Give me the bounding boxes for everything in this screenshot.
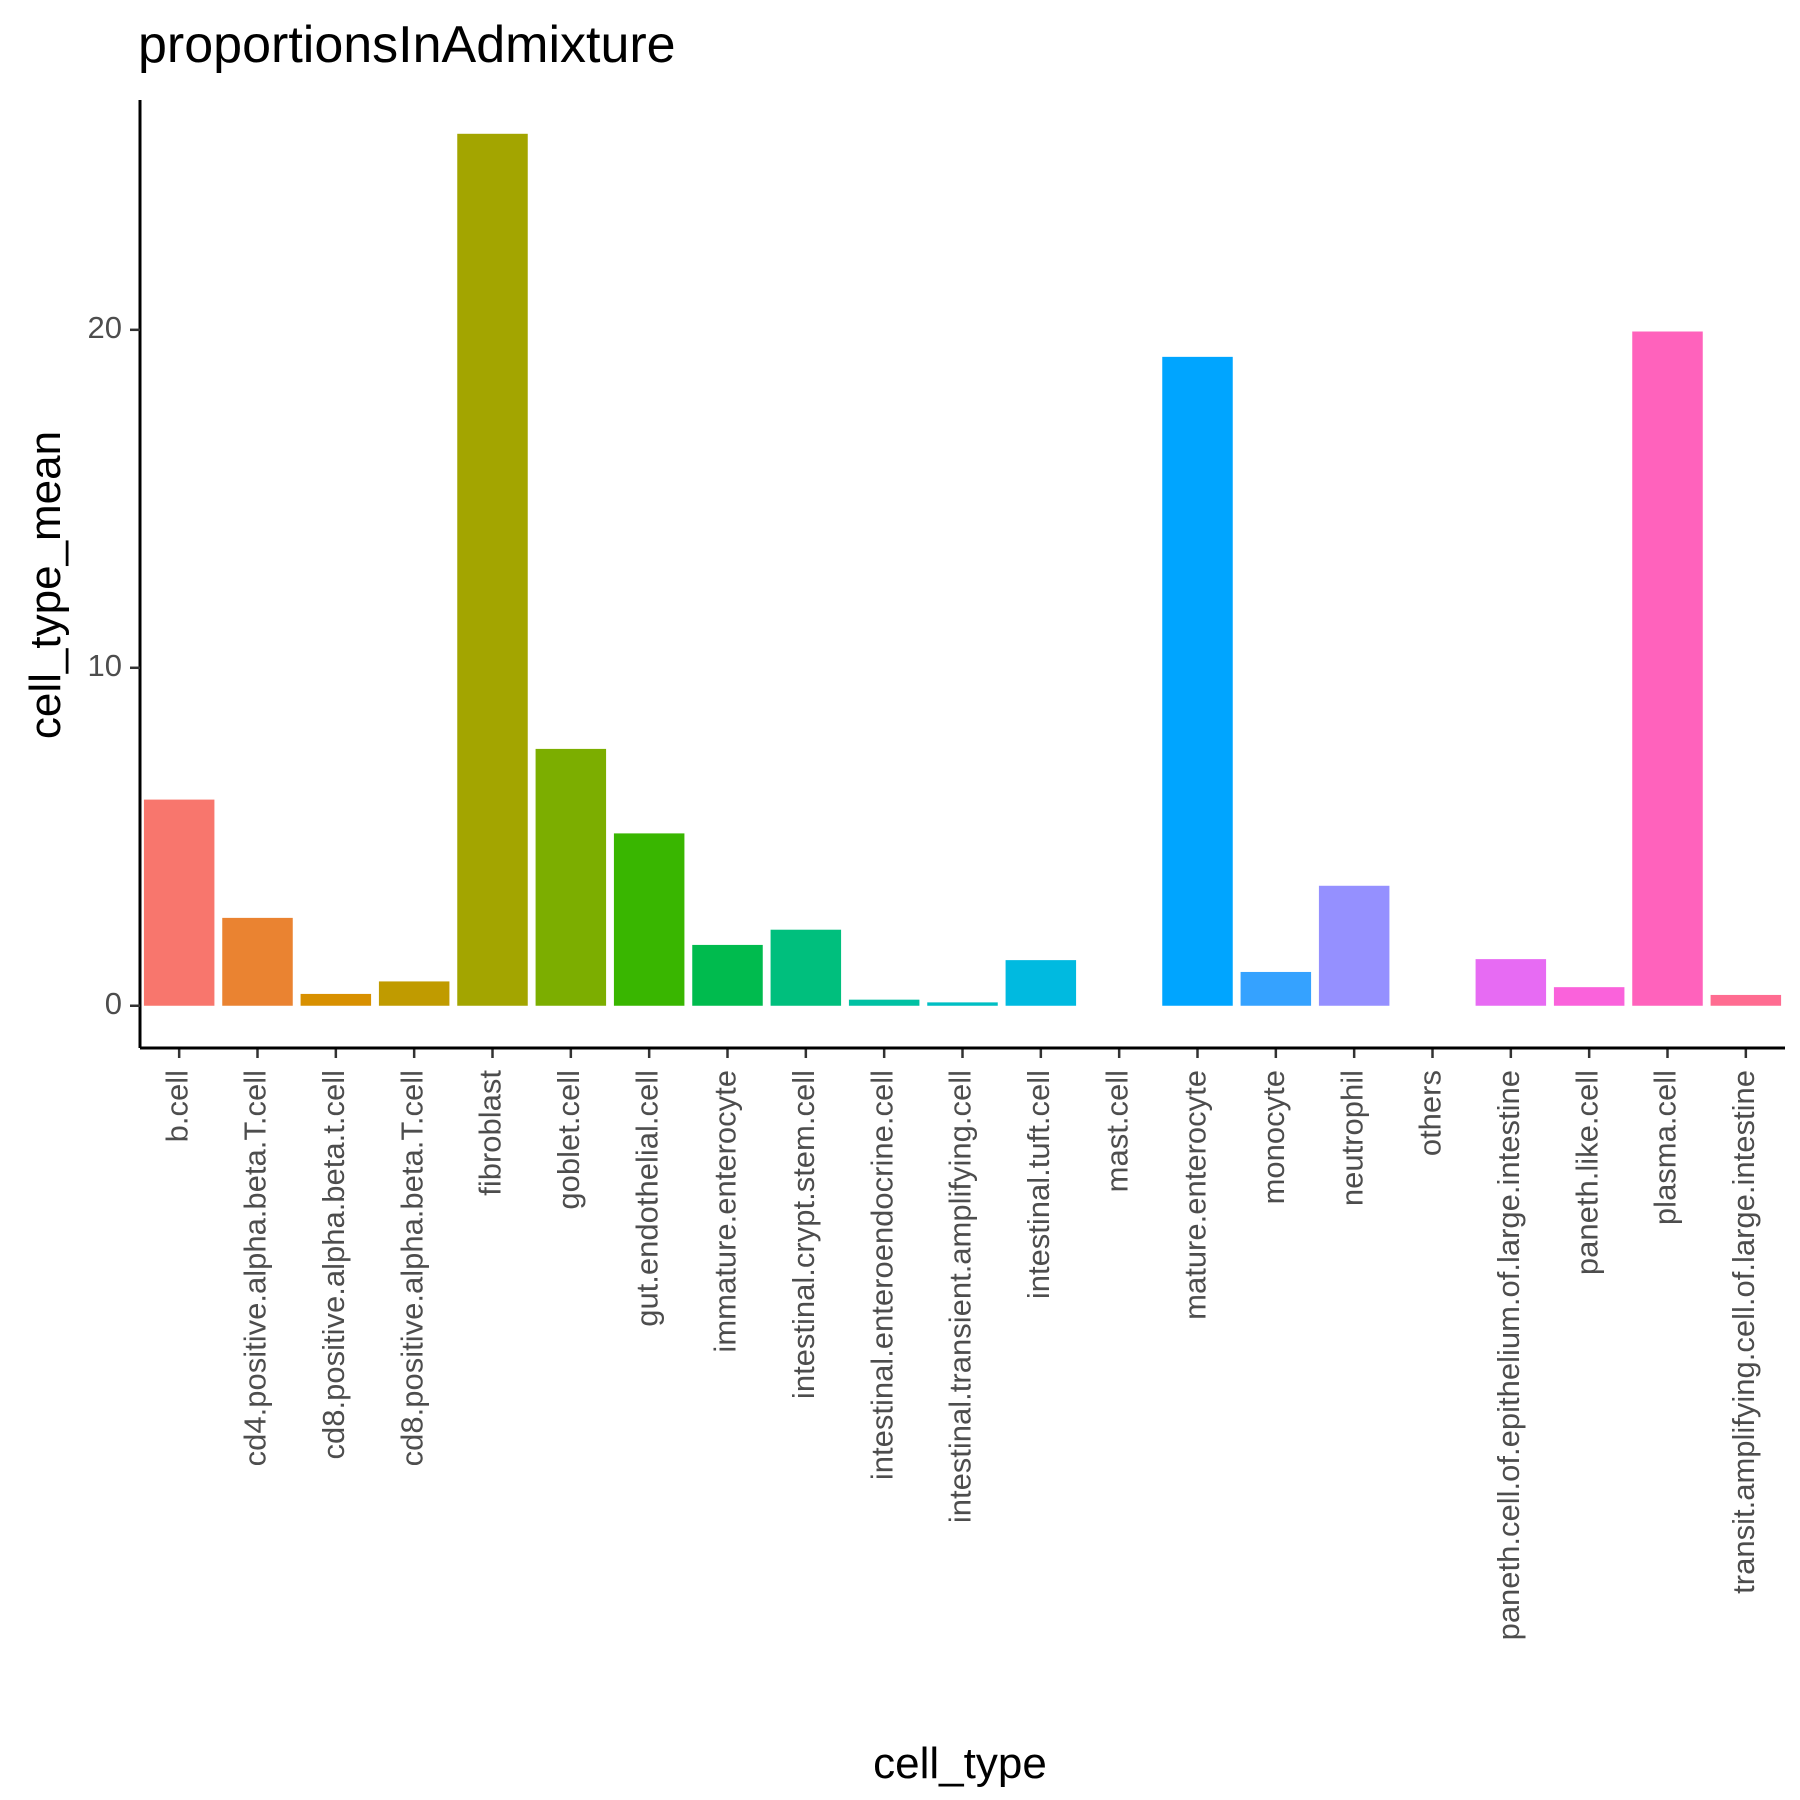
bar-cd4.positive.alpha.beta.T.cell <box>222 917 293 1006</box>
bar-paneth.cell.of.epithelium.of.large.intestine <box>1475 959 1547 1006</box>
bar-fibroblast <box>457 133 528 1006</box>
x-tick-label: monocyte <box>1256 1070 1291 1204</box>
x-tick-label: b.cell <box>159 1070 194 1142</box>
x-axis-title: cell_type <box>873 1739 1047 1788</box>
y-tick-label: 20 <box>88 310 122 345</box>
bar-neutrophil <box>1318 885 1390 1006</box>
bars-group <box>143 133 1782 1006</box>
x-tick-label: plasma.cell <box>1648 1070 1683 1225</box>
bar-mature.enterocyte <box>1162 356 1233 1006</box>
bar-monocyte <box>1240 971 1312 1006</box>
bar-immature.enterocyte <box>692 944 763 1006</box>
bar-intestinal.transient.amplifying.cell <box>927 1002 998 1006</box>
x-tick-label: cd4.positive.alpha.beta.T.cell <box>238 1070 273 1466</box>
bar-goblet.cell <box>535 748 607 1006</box>
y-tick-label: 10 <box>88 648 122 683</box>
y-axis: 0 10 20 <box>88 100 142 1048</box>
bar-transit.amplifying.cell.of.large.intestine <box>1710 994 1782 1006</box>
bar-intestinal.crypt.stem.cell <box>770 929 842 1006</box>
y-tick-label: 0 <box>105 986 122 1021</box>
x-tick-label: transit.amplifying.cell.of.large.intesti… <box>1726 1070 1761 1594</box>
bar-gut.endothelial.cell <box>613 833 685 1006</box>
x-tick-label: paneth.like.cell <box>1569 1070 1604 1275</box>
x-tick-label: cd8.positive.alpha.beta.t.cell <box>316 1070 351 1459</box>
x-tick-label: intestinal.enteroendocrine.cell <box>864 1070 899 1480</box>
x-tick-label: mature.enterocyte <box>1178 1070 1213 1320</box>
x-tick-label: intestinal.tuft.cell <box>1021 1070 1056 1299</box>
x-tick-label: intestinal.transient.amplifying.cell <box>943 1070 978 1523</box>
bar-cd8.positive.alpha.beta.T.cell <box>378 981 450 1006</box>
bar-intestinal.enteroendocrine.cell <box>848 999 920 1006</box>
x-tick-label: goblet.cell <box>551 1070 586 1210</box>
bar-plasma.cell <box>1632 331 1703 1006</box>
chart-title: proportionsInAdmixture <box>138 16 676 74</box>
bar-b.cell <box>143 799 215 1006</box>
x-axis: b.cell cd4.positive.alpha.beta.T.cell cd8.… <box>140 1046 1785 1640</box>
x-tick-label: intestinal.crypt.stem.cell <box>786 1070 821 1399</box>
x-tick-label: mast.cell <box>1099 1070 1134 1192</box>
x-tick-label: fibroblast <box>473 1070 508 1196</box>
x-tick-label: neutrophil <box>1334 1070 1369 1206</box>
bar-paneth.like.cell <box>1553 987 1625 1006</box>
bar-cd8.positive.alpha.beta.t.cell <box>300 993 372 1006</box>
bar-intestinal.tuft.cell <box>1005 960 1077 1006</box>
y-axis-title: cell_type_mean <box>21 431 70 739</box>
x-tick-label: immature.enterocyte <box>708 1070 743 1353</box>
x-tick-label: cd8.positive.alpha.beta.T.cell <box>394 1070 429 1466</box>
x-tick-label: others <box>1413 1070 1448 1156</box>
x-tick-label: gut.endothelial.cell <box>629 1070 664 1327</box>
x-tick-label: paneth.cell.of.epithelium.of.large.intes… <box>1491 1070 1526 1640</box>
